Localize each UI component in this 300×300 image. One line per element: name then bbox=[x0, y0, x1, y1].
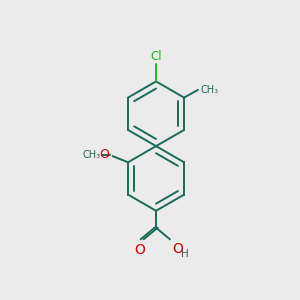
Text: O: O bbox=[134, 243, 145, 257]
Text: CH₃: CH₃ bbox=[82, 150, 100, 160]
Text: O: O bbox=[100, 148, 110, 161]
Text: Cl: Cl bbox=[150, 50, 162, 63]
Text: O: O bbox=[172, 242, 183, 256]
Text: H: H bbox=[181, 248, 188, 259]
Text: CH₃: CH₃ bbox=[200, 85, 218, 95]
